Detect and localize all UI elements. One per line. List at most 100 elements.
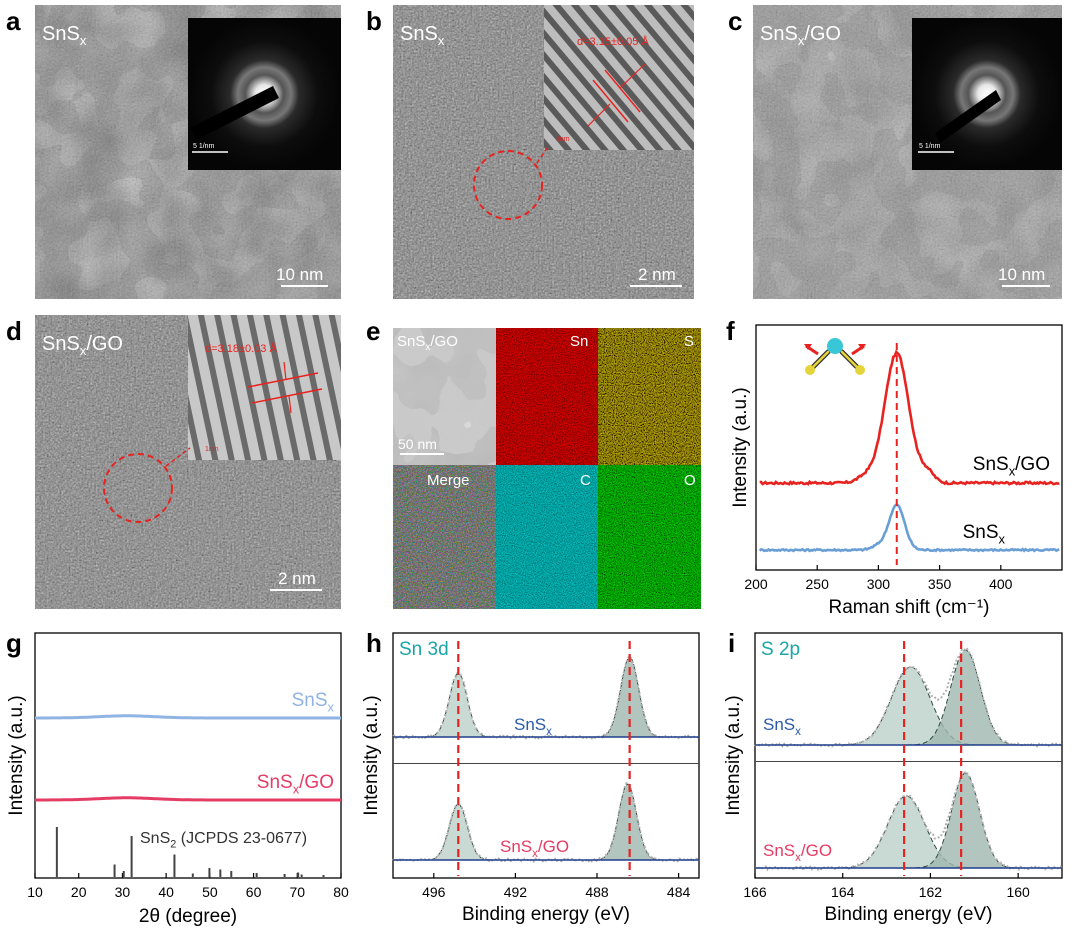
- panel-b: b SnSx d=3.15±0.05 Å 1nm 2 nm: [366, 5, 694, 299]
- panel-letter-b: b: [366, 6, 382, 36]
- xrd-xtick-label-0: 10: [27, 884, 43, 900]
- fringe-arrow-d1: [283, 361, 287, 381]
- scalebar-label-d: 2 nm: [278, 569, 316, 588]
- xps-sn-xtick-label-0: 496: [422, 884, 446, 900]
- xrd-xtick-label-5: 60: [246, 884, 262, 900]
- tem-label-c: SnSx/GO: [760, 23, 841, 48]
- xps-sn-legend-0: SnSx: [514, 715, 552, 738]
- xps-sn-title: Sn 3d: [399, 639, 449, 660]
- eds-label-c: C: [580, 472, 591, 489]
- saed-inset-c: [912, 18, 1062, 170]
- fringe-arrow-b1: [619, 63, 646, 89]
- panel-e: e SnSx/GO 50 nm Sn S Merge C O: [366, 316, 701, 609]
- xps-s-xtick-label-3: 160: [1006, 884, 1030, 900]
- eds-c-texture: [496, 465, 598, 609]
- panel-h: h 496 492 488 484 Binding energy (eV) Intensi…: [361, 628, 700, 925]
- panel-i: i 166 164 162 160 Binding energy (eV) Intensi…: [723, 628, 1063, 925]
- xrd-series-1: [35, 796, 341, 802]
- beam-stopper-c: [935, 90, 1001, 143]
- panel-g: g 10 20 30 40 50 60 70 80 2θ (degree) Intensity (…: [6, 628, 349, 927]
- scalebar-label-a: 10 nm: [276, 265, 323, 284]
- xrd-xtick-label-4: 50: [202, 884, 218, 900]
- xps-sn-envelope-1: [392, 781, 700, 864]
- xps-sn-legend-1: SnSx/GO: [500, 837, 569, 860]
- selection-circle-b: [473, 150, 543, 220]
- selection-circle-d: [103, 453, 173, 523]
- xps-s-frame: [754, 632, 1063, 879]
- fringe-line-d1: [247, 372, 319, 388]
- xps-sn-xlabel: Binding energy (eV): [462, 904, 630, 925]
- inset-scale-c: 5 1/nm: [919, 143, 941, 150]
- panel-f: f 200 250 300 350 400 Raman shift (cm⁻¹) Inten…: [726, 316, 1063, 618]
- leader-line-d: [165, 447, 191, 467]
- panel-c: c SnSx/GO 5 1/nm 10 nm: [728, 5, 1062, 299]
- eds-merge-texture: [393, 465, 496, 609]
- xps-sn-xtick-label-3: 484: [667, 884, 691, 900]
- xps-sn-xtick-label-2: 488: [585, 884, 609, 900]
- xrd-ref-label: SnS2 (JCPDS 23-0677): [140, 830, 307, 850]
- fringe-line-d2: [251, 388, 323, 404]
- xrd-xtick-label-1: 20: [71, 884, 87, 900]
- inset-scale-b: 1nm: [556, 136, 570, 143]
- panel-letter-f: f: [726, 316, 735, 346]
- raman-xtick-label-3: 350: [928, 576, 952, 592]
- xrd-frame: [34, 632, 342, 879]
- xrd-xtick-label-2: 30: [115, 884, 131, 900]
- panel-letter-a: a: [6, 6, 21, 36]
- xps-sn-ylabel: Intensity (a.u.): [361, 695, 382, 815]
- eds-label-o: O: [684, 472, 696, 489]
- xrd-xtick-label-7: 80: [333, 884, 349, 900]
- xps-s-legend-0: SnSx: [763, 715, 801, 738]
- xps-s-xtick-label-2: 162: [919, 884, 943, 900]
- raman-series-0: [759, 349, 1060, 486]
- eds-label-merge: Merge: [427, 472, 470, 489]
- scalebar-label-b: 2 nm: [638, 265, 676, 284]
- panel-d: d SnSx/GO d=3.18±0.03 Å 1nm 2 nm: [6, 315, 341, 609]
- inset-scale-a: 5 1/nm: [193, 143, 215, 150]
- raman-ylabel: Intensity (a.u.): [730, 387, 751, 507]
- xps-sn-envelope-0: [392, 655, 700, 740]
- raman-xtick-label-1: 250: [806, 576, 830, 592]
- eds-label-haadf: SnSx/GO: [397, 333, 458, 353]
- xps-s-legend-1: SnSx/GO: [763, 841, 832, 864]
- raman-frame: [755, 324, 1063, 571]
- panel-letter-d: d: [6, 316, 22, 346]
- eds-label-s: S: [684, 333, 694, 350]
- hrtem-label-d: SnSx/GO: [42, 333, 123, 358]
- xps-s-title: S 2p: [761, 639, 800, 660]
- xps-sn-xtick-label-1: 492: [504, 884, 528, 900]
- fringe-line-b2: [592, 79, 629, 123]
- xrd-xtick-label-3: 40: [158, 884, 174, 900]
- fringe-line-b1: [604, 69, 641, 113]
- xrd-legend-1: SnSx/GO: [257, 772, 334, 796]
- eds-sn-texture: [496, 328, 598, 465]
- raman-legend-0: SnSx/GO: [973, 454, 1050, 478]
- xrd-legend-0: SnSx: [292, 690, 335, 714]
- panel-letter-e: e: [366, 316, 380, 346]
- eds-label-sn: Sn: [570, 333, 588, 350]
- raman-xlabel: Raman shift (cm⁻¹): [829, 597, 990, 618]
- raman-xtick-label-2: 300: [867, 576, 891, 592]
- xrd-xlabel: 2θ (degree): [139, 906, 237, 927]
- panel-letter-c: c: [728, 6, 742, 36]
- fringe-arrow-d2: [288, 395, 292, 414]
- raman-xtick-label-4: 400: [989, 576, 1013, 592]
- fringe-inset-b: [544, 5, 694, 150]
- panel-letter-g: g: [6, 628, 22, 658]
- fringe-inset-d: [188, 315, 341, 460]
- eds-scalebar-label: 50 nm: [398, 436, 437, 452]
- fringe-arrow-b2: [587, 103, 611, 127]
- d-spacing-b: d=3.15±0.05 Å: [577, 35, 649, 48]
- panel-letter-i: i: [728, 628, 735, 658]
- eds-haadf-texture: [393, 328, 496, 465]
- xrd-xtick-label-6: 70: [289, 884, 305, 900]
- d-spacing-d: d=3.18±0.03 Å: [205, 342, 277, 355]
- inset-scale-d: 1nm: [205, 446, 219, 453]
- xps-sn-frame: [392, 632, 700, 879]
- xrd-series-0: [35, 714, 341, 720]
- tem-label-a: SnSx: [42, 23, 87, 48]
- xps-s-xlabel: Binding energy (eV): [825, 904, 993, 925]
- raman-series-1: [758, 503, 1060, 553]
- raman-legend-1: SnSx: [963, 522, 1006, 546]
